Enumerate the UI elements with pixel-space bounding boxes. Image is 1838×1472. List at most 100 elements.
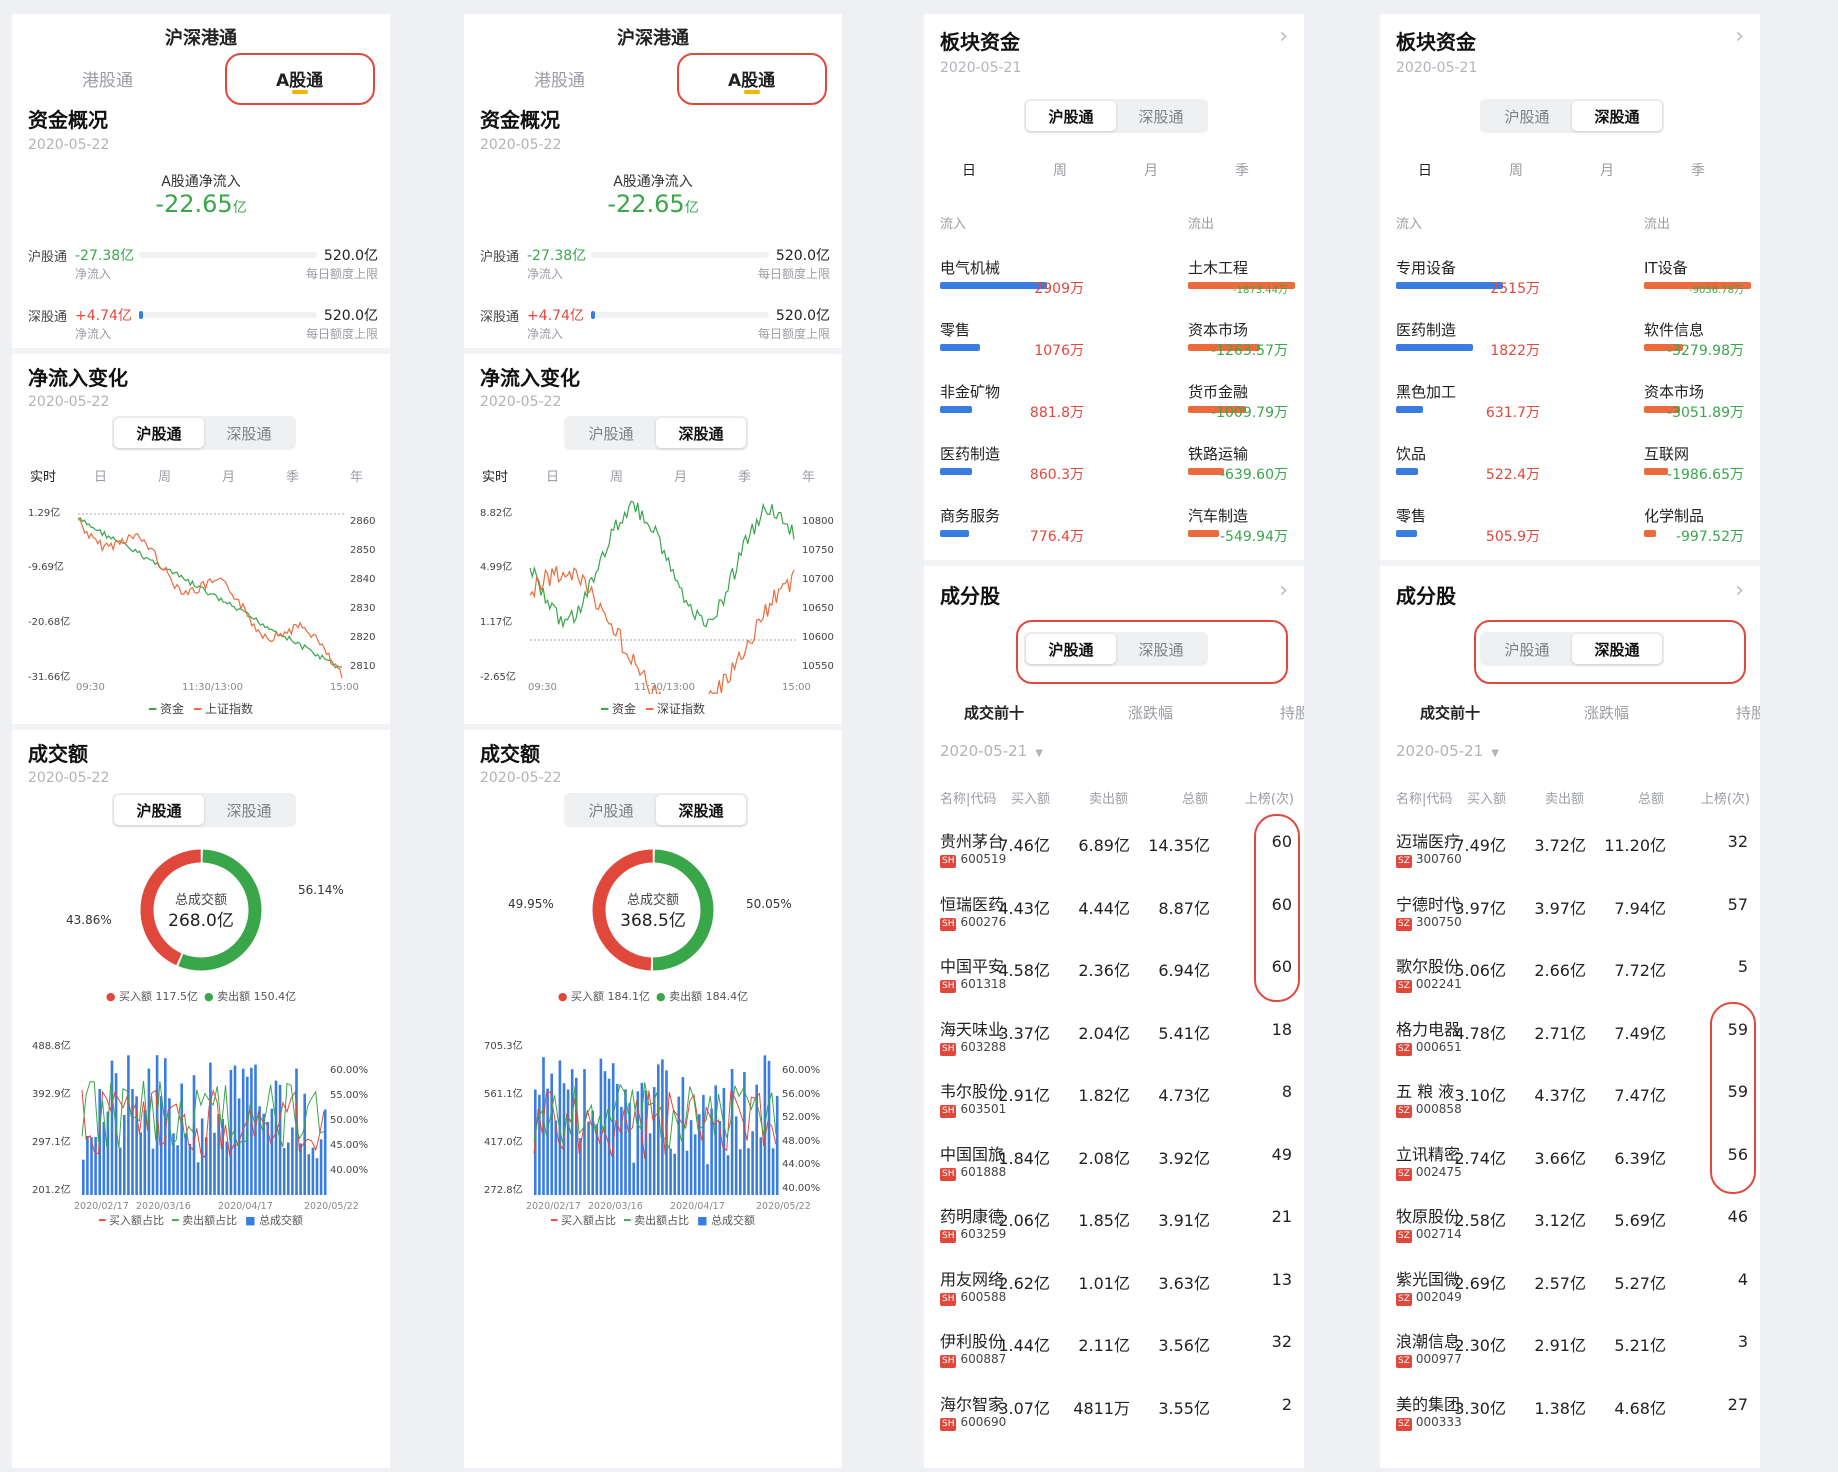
toggle-option[interactable]: 深股通 <box>1572 101 1662 131</box>
outflow-sector-name[interactable]: 资本市场 <box>1644 383 1705 401</box>
table-row[interactable]: 中国平安 SH 601318 4.58亿 2.36亿 6.94亿 60 <box>924 953 1304 1007</box>
table-row[interactable]: 海尔智家 SH 600690 3.07亿 4811万 3.55亿 2 <box>924 1391 1304 1445</box>
market-toggle[interactable]: 沪股通 深股通 <box>564 416 748 450</box>
period-tab[interactable]: 月 <box>674 470 688 485</box>
table-row[interactable]: 宁德时代 SZ 300750 3.97亿 3.97亿 7.94亿 57 <box>1380 891 1760 945</box>
toggle-option[interactable]: 深股通 <box>1572 634 1662 664</box>
table-row[interactable]: 五 粮 液 SZ 000858 3.10亿 4.37亿 7.47亿 59 <box>1380 1078 1760 1132</box>
outflow-sector-name[interactable]: 软件信息 <box>1644 321 1705 339</box>
sub-tab[interactable]: 成交前十 <box>1420 704 1481 722</box>
tab-hk[interactable]: 港股通 <box>82 71 133 91</box>
market-toggle[interactable]: 沪股通 深股通 <box>112 793 296 827</box>
table-row[interactable]: 牧原股份 SZ 002714 2.58亿 3.12亿 5.69亿 46 <box>1380 1203 1760 1257</box>
period-tab[interactable]: 年 <box>350 470 364 485</box>
table-row[interactable]: 贵州茅台 SH 600519 7.46亿 6.89亿 14.35亿 60 <box>924 828 1304 882</box>
table-row[interactable]: 恒瑞医药 SH 600276 4.43亿 4.44亿 8.87亿 60 <box>924 891 1304 945</box>
tab-a-share[interactable]: A股通 <box>276 71 324 91</box>
toggle-option[interactable]: 沪股通 <box>1026 634 1116 664</box>
inflow-sector-name[interactable]: 医药制造 <box>1396 321 1457 339</box>
table-row[interactable]: 浪潮信息 SZ 000977 2.30亿 2.91亿 5.21亿 3 <box>1380 1328 1760 1382</box>
period-tab[interactable]: 年 <box>802 470 816 485</box>
period-tab[interactable]: 周 <box>158 470 172 485</box>
period-tab[interactable]: 日 <box>1418 163 1432 179</box>
toggle-option[interactable]: 深股通 <box>656 795 746 825</box>
period-tab[interactable]: 月 <box>222 470 236 485</box>
period-tab[interactable]: 周 <box>1509 163 1523 179</box>
period-tab[interactable]: 实时 <box>482 470 509 485</box>
period-tab[interactable]: 日 <box>94 470 108 485</box>
toggle-option[interactable]: 沪股通 <box>114 795 204 825</box>
outflow-sector-name[interactable]: 铁路运输 <box>1188 445 1249 463</box>
inflow-sector-name[interactable]: 零售 <box>940 321 971 339</box>
table-row[interactable]: 格力电器 SZ 000651 4.78亿 2.71亿 7.49亿 59 <box>1380 1016 1760 1070</box>
toggle-option[interactable]: 沪股通 <box>1026 101 1116 131</box>
outflow-sector-name[interactable]: 化学制品 <box>1644 507 1705 525</box>
toggle-option[interactable]: 沪股通 <box>1504 107 1550 126</box>
table-row[interactable]: 韦尔股份 SH 603501 2.91亿 1.82亿 4.73亿 8 <box>924 1078 1304 1132</box>
toggle-option[interactable]: 沪股通 <box>588 424 634 443</box>
sub-tab[interactable]: 成交前十 <box>964 704 1025 722</box>
table-row[interactable]: 用友网络 SH 600588 2.62亿 1.01亿 3.63亿 13 <box>924 1266 1304 1320</box>
market-toggle[interactable]: 沪股通 深股通 <box>1480 632 1664 666</box>
market-toggle[interactable]: 沪股通 深股通 <box>564 793 748 827</box>
sub-tab[interactable]: 涨跌幅 <box>1128 704 1174 722</box>
table-row[interactable]: 迈瑞医疗 SZ 300760 7.49亿 3.72亿 11.20亿 32 <box>1380 828 1760 882</box>
toggle-option[interactable]: 深股通 <box>656 418 746 448</box>
outflow-sector-name[interactable]: 货币金融 <box>1188 383 1249 401</box>
inflow-sector-name[interactable]: 零售 <box>1396 507 1427 525</box>
tab-hk[interactable]: 港股通 <box>534 71 585 91</box>
table-row[interactable]: 药明康德 SH 603259 2.06亿 1.85亿 3.91亿 21 <box>924 1203 1304 1257</box>
inflow-sector-name[interactable]: 电气机械 <box>940 259 1001 277</box>
chevron-right-icon[interactable]: › <box>1735 578 1744 603</box>
inflow-sector-name[interactable]: 商务服务 <box>940 507 1001 525</box>
toggle-option[interactable]: 深股通 <box>226 424 272 443</box>
period-tab[interactable]: 季 <box>286 470 300 485</box>
inflow-sector-name[interactable]: 黑色加工 <box>1396 383 1457 401</box>
period-tab[interactable]: 月 <box>1144 163 1158 179</box>
period-tab[interactable]: 季 <box>1691 163 1705 179</box>
toggle-option[interactable]: 沪股通 <box>1504 640 1550 659</box>
chevron-right-icon[interactable]: › <box>1279 578 1288 603</box>
date-dropdown[interactable]: 2020-05-21 ▼ <box>940 742 1043 760</box>
date-dropdown[interactable]: 2020-05-21 ▼ <box>1396 742 1499 760</box>
table-row[interactable]: 立讯精密 SZ 002475 2.74亿 3.66亿 6.39亿 56 <box>1380 1141 1760 1195</box>
toggle-option[interactable]: 沪股通 <box>114 418 204 448</box>
inflow-sector-name[interactable]: 专用设备 <box>1396 259 1457 277</box>
outflow-sector-name[interactable]: 互联网 <box>1644 445 1690 463</box>
period-tab[interactable]: 季 <box>738 470 752 485</box>
outflow-sector-name[interactable]: 土木工程 <box>1188 259 1249 277</box>
chevron-right-icon[interactable]: › <box>1279 24 1288 49</box>
table-row[interactable]: 紫光国微 SZ 002049 2.69亿 2.57亿 5.27亿 4 <box>1380 1266 1760 1320</box>
outflow-sector-name[interactable]: IT设备 <box>1644 259 1688 277</box>
period-tab[interactable]: 日 <box>546 470 560 485</box>
period-tab[interactable]: 周 <box>610 470 624 485</box>
market-toggle[interactable]: 沪股通 深股通 <box>1024 632 1208 666</box>
toggle-option[interactable]: 深股通 <box>1138 640 1184 659</box>
toggle-option[interactable]: 沪股通 <box>588 801 634 820</box>
sub-tab[interactable]: 涨跌幅 <box>1584 704 1630 722</box>
inflow-sector-name[interactable]: 非金矿物 <box>940 383 1001 401</box>
market-toggle[interactable]: 沪股通 深股通 <box>1024 99 1208 133</box>
table-row[interactable]: 伊利股份 SH 600887 1.44亿 2.11亿 3.56亿 32 <box>924 1328 1304 1382</box>
tab-a-share[interactable]: A股通 <box>728 71 776 91</box>
inflow-sector-name[interactable]: 饮品 <box>1396 445 1427 463</box>
market-toggle[interactable]: 沪股通 深股通 <box>112 416 296 450</box>
table-row[interactable]: 歌尔股份 SZ 002241 5.06亿 2.66亿 7.72亿 5 <box>1380 953 1760 1007</box>
inflow-sector-name[interactable]: 医药制造 <box>940 445 1001 463</box>
sub-tab[interactable]: 持股比 <box>1736 704 1760 722</box>
outflow-sector-name[interactable]: 汽车制造 <box>1188 507 1249 525</box>
toggle-option[interactable]: 深股通 <box>1138 107 1184 126</box>
chevron-right-icon[interactable]: › <box>1735 24 1744 49</box>
period-tab[interactable]: 日 <box>962 163 976 179</box>
table-row[interactable]: 中国国旅 SH 601888 1.84亿 2.08亿 3.92亿 49 <box>924 1141 1304 1195</box>
period-tab[interactable]: 周 <box>1053 163 1067 179</box>
sub-tab[interactable]: 持股比 <box>1280 704 1304 722</box>
toggle-option[interactable]: 深股通 <box>226 801 272 820</box>
period-tab[interactable]: 月 <box>1600 163 1614 179</box>
market-toggle[interactable]: 沪股通 深股通 <box>1480 99 1664 133</box>
table-row[interactable]: 海天味业 SH 603288 3.37亿 2.04亿 5.41亿 18 <box>924 1016 1304 1070</box>
table-row[interactable]: 美的集团 SZ 000333 3.30亿 1.38亿 4.68亿 27 <box>1380 1391 1760 1445</box>
period-tab[interactable]: 季 <box>1235 163 1249 179</box>
period-tab[interactable]: 实时 <box>30 470 57 485</box>
outflow-sector-name[interactable]: 资本市场 <box>1188 321 1249 339</box>
